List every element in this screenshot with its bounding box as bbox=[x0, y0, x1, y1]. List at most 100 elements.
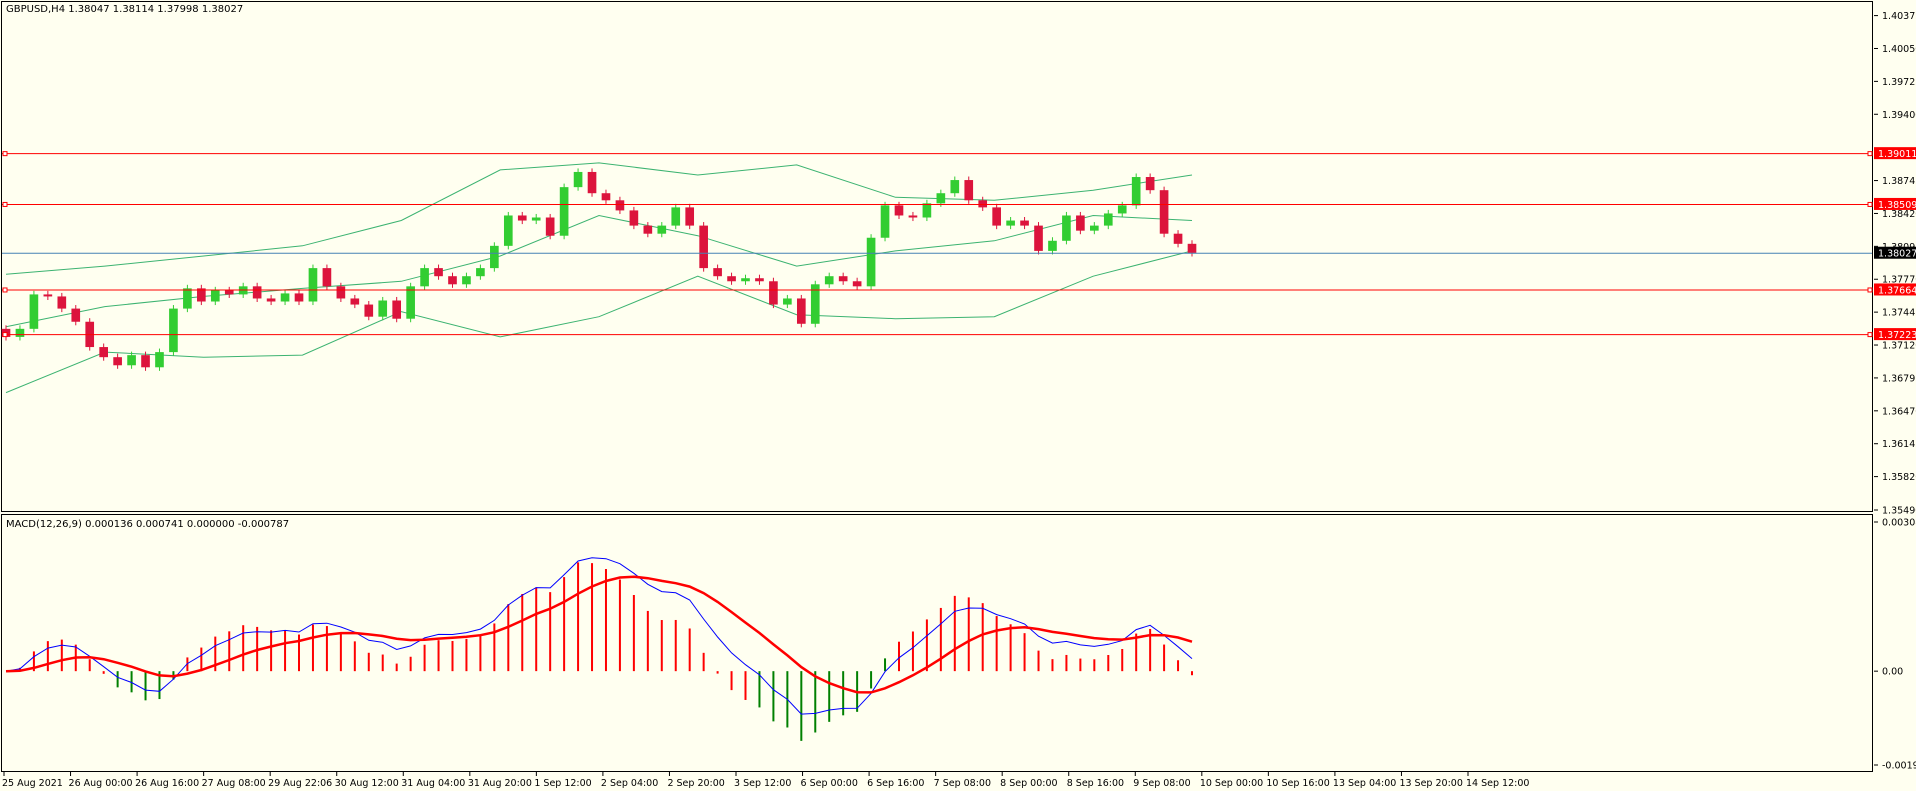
candle[interactable] bbox=[950, 176, 960, 197]
candle[interactable] bbox=[978, 196, 988, 211]
candle[interactable] bbox=[824, 272, 834, 288]
candle[interactable] bbox=[1048, 237, 1057, 255]
candle[interactable] bbox=[406, 282, 415, 323]
candle[interactable] bbox=[755, 274, 764, 285]
candle[interactable] bbox=[573, 168, 583, 191]
candle[interactable] bbox=[1062, 211, 1071, 245]
candle[interactable] bbox=[350, 294, 360, 309]
line-handle-right[interactable] bbox=[1867, 287, 1873, 293]
candle[interactable] bbox=[852, 277, 862, 290]
candle[interactable] bbox=[964, 176, 974, 204]
candle[interactable] bbox=[838, 272, 848, 285]
candle[interactable] bbox=[1076, 211, 1085, 235]
candle[interactable] bbox=[71, 305, 81, 326]
candle[interactable] bbox=[615, 196, 625, 214]
line-handle-left[interactable] bbox=[2, 201, 8, 207]
candle[interactable] bbox=[1006, 216, 1015, 230]
candle[interactable] bbox=[476, 264, 485, 280]
candle[interactable] bbox=[378, 296, 388, 321]
candle[interactable] bbox=[57, 292, 67, 313]
candle[interactable] bbox=[783, 294, 792, 309]
candle[interactable] bbox=[1103, 209, 1113, 230]
candle[interactable] bbox=[1159, 186, 1169, 238]
candle[interactable] bbox=[713, 264, 722, 280]
candle[interactable] bbox=[448, 272, 457, 288]
line-handle-right[interactable] bbox=[1867, 201, 1873, 207]
line-handle-left[interactable] bbox=[2, 287, 8, 293]
price-axis[interactable]: 1.40375 1.40050 1.39725 1.39400 1.38745 1.384… bbox=[1874, 11, 1916, 517]
candle[interactable] bbox=[769, 277, 778, 309]
candle[interactable] bbox=[364, 301, 374, 321]
candle[interactable] bbox=[434, 264, 443, 280]
candle[interactable] bbox=[322, 264, 332, 290]
candle[interactable] bbox=[29, 290, 39, 333]
candle[interactable] bbox=[141, 351, 150, 371]
candle[interactable] bbox=[601, 189, 611, 204]
candle[interactable] bbox=[252, 282, 262, 303]
candle[interactable] bbox=[559, 183, 569, 240]
line-handle-left[interactable] bbox=[2, 151, 8, 157]
candle[interactable] bbox=[99, 343, 108, 361]
current-price-label: 1.38027 bbox=[1878, 249, 1916, 260]
candle[interactable] bbox=[1145, 173, 1155, 194]
candle[interactable] bbox=[1090, 222, 1099, 235]
time-axis[interactable]: 25 Aug 2021 26 Aug 00:00 26 Aug 16:00 27 Au… bbox=[2, 772, 1529, 789]
candle[interactable] bbox=[113, 353, 122, 369]
line-handle-right[interactable] bbox=[1867, 332, 1873, 338]
candle[interactable] bbox=[1020, 216, 1029, 230]
time-axis-label: 9 Sep 08:00 bbox=[1133, 778, 1190, 789]
macd-axis[interactable]: 0.003087 0.00 -0.001942 bbox=[1874, 518, 1916, 772]
candle[interactable] bbox=[43, 290, 53, 300]
candle[interactable] bbox=[169, 305, 178, 356]
candle[interactable] bbox=[796, 294, 806, 328]
candle[interactable] bbox=[643, 222, 653, 238]
candle[interactable] bbox=[266, 294, 276, 306]
candle[interactable] bbox=[866, 234, 876, 290]
candle[interactable] bbox=[308, 264, 318, 306]
candle[interactable] bbox=[671, 203, 681, 230]
candle[interactable] bbox=[490, 242, 499, 272]
candle[interactable] bbox=[155, 348, 164, 371]
candle-body bbox=[992, 207, 1001, 226]
line-handle-left[interactable] bbox=[2, 332, 8, 338]
candle[interactable] bbox=[1131, 173, 1141, 209]
candle[interactable] bbox=[15, 325, 25, 341]
candle[interactable] bbox=[1187, 240, 1197, 257]
candle[interactable] bbox=[545, 213, 555, 240]
candle[interactable] bbox=[183, 284, 192, 313]
candle-body bbox=[280, 293, 290, 302]
candle[interactable] bbox=[657, 222, 667, 238]
candle[interactable] bbox=[197, 284, 206, 306]
candle[interactable] bbox=[810, 280, 820, 328]
candle[interactable] bbox=[294, 289, 304, 306]
candle[interactable] bbox=[224, 286, 234, 298]
candle[interactable] bbox=[685, 203, 695, 230]
candle-body bbox=[741, 278, 750, 282]
bollinger-lower-line bbox=[5, 250, 1193, 394]
candle[interactable] bbox=[629, 206, 639, 230]
candle[interactable] bbox=[503, 211, 513, 250]
candle[interactable] bbox=[280, 289, 290, 306]
candle[interactable] bbox=[699, 222, 708, 272]
candle[interactable] bbox=[587, 168, 597, 197]
candle[interactable] bbox=[741, 274, 750, 285]
candle[interactable] bbox=[1173, 230, 1183, 248]
candle[interactable] bbox=[531, 213, 541, 225]
macd-plot[interactable] bbox=[5, 557, 1193, 741]
line-handle-right[interactable] bbox=[1867, 151, 1873, 157]
candle[interactable] bbox=[880, 201, 890, 242]
candle[interactable] bbox=[517, 211, 527, 225]
candle[interactable] bbox=[992, 203, 1001, 230]
candle[interactable] bbox=[336, 282, 346, 303]
candle[interactable] bbox=[922, 199, 932, 222]
candle[interactable] bbox=[392, 296, 402, 323]
candle[interactable] bbox=[420, 264, 429, 290]
candle[interactable] bbox=[727, 272, 736, 285]
candle[interactable] bbox=[462, 272, 471, 288]
price-axis-label: 1.40050 bbox=[1882, 44, 1916, 55]
candle[interactable] bbox=[1034, 222, 1043, 255]
candle[interactable] bbox=[127, 351, 136, 369]
price-plot[interactable] bbox=[1, 151, 1873, 394]
candle[interactable] bbox=[908, 211, 918, 222]
